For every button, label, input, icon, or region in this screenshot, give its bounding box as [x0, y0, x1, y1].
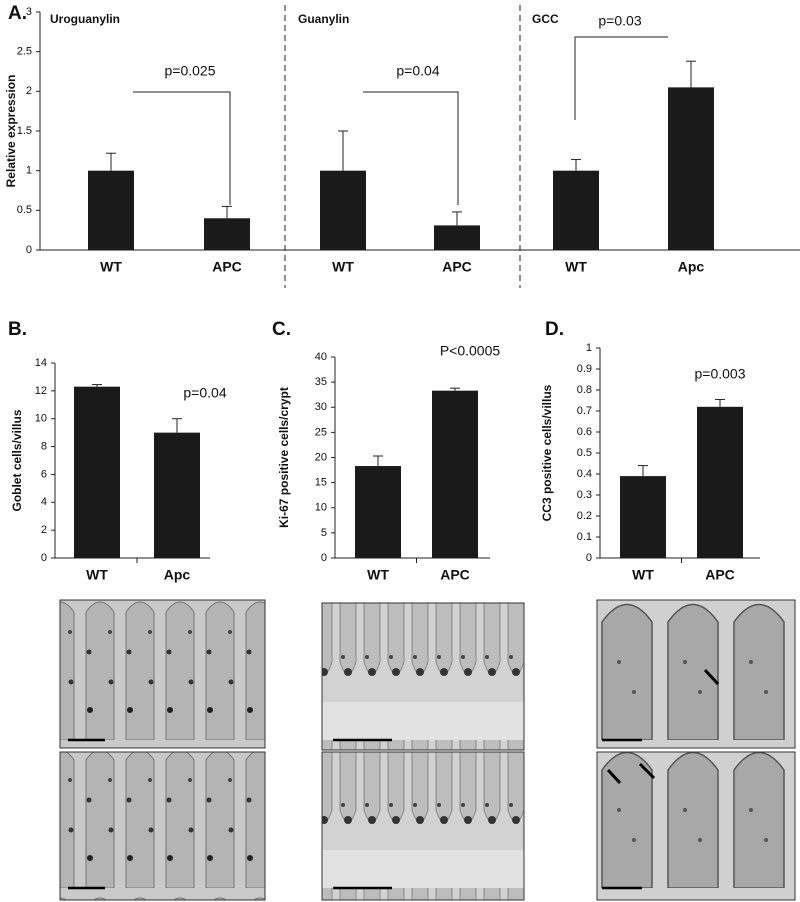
x-tick-label: WT: [632, 567, 654, 583]
bracket: [363, 91, 459, 205]
micrograph: [596, 599, 796, 749]
y-tick-label: 20: [315, 451, 327, 463]
y-tick-label: 0.8: [577, 384, 592, 396]
micrograph: [59, 599, 266, 749]
group-title: Uroguanylin: [50, 12, 120, 26]
micrographs: [59, 599, 796, 901]
x-tick-label: WT: [367, 567, 389, 583]
x-tick-label: APC: [212, 259, 242, 275]
bar: [74, 386, 120, 558]
y-tick-label: 40: [315, 351, 327, 363]
y-tick-label: 2.5: [17, 46, 32, 58]
y-tick-label: 0: [26, 244, 32, 256]
x-tick-label: Apc: [678, 259, 705, 275]
y-axis-label: CC3 positive cells/villus: [540, 384, 554, 521]
panel-a-separators: [284, 5, 521, 288]
y-tick-label: 2: [26, 85, 32, 97]
y-tick-label: 2: [41, 524, 47, 536]
panel-label: C.: [272, 319, 291, 340]
bar: [320, 170, 366, 250]
y-tick-label: 6: [41, 468, 47, 480]
panel-label: D.: [545, 319, 564, 340]
annotation: p=0.04: [183, 385, 226, 401]
annotation: p=0.04: [396, 63, 439, 79]
y-tick-label: 1.5: [17, 125, 32, 137]
y-tick-label: 0: [586, 552, 592, 564]
x-tick-label: APC: [442, 259, 472, 275]
annotation: p=0.03: [598, 13, 641, 29]
y-axis-label: Relative expression: [4, 75, 18, 188]
arrow: [606, 768, 622, 785]
y-tick-label: 14: [35, 357, 47, 369]
y-tick-label: 0.2: [577, 510, 592, 522]
y-tick-label: 3: [26, 6, 32, 18]
y-axis-label: Goblet cells/villus: [10, 409, 24, 511]
bar: [355, 466, 401, 558]
micrograph: [596, 751, 796, 901]
y-tick-label: 10: [35, 413, 47, 425]
bar: [668, 87, 714, 250]
y-tick-label: 8: [41, 440, 47, 452]
y-tick-label: 0.5: [17, 204, 32, 216]
arrow: [703, 668, 720, 686]
arrow: [638, 762, 656, 780]
bar: [432, 390, 478, 558]
y-tick-label: 0.1: [577, 531, 592, 543]
y-tick-label: 10: [315, 502, 327, 514]
y-tick-label: 4: [41, 496, 47, 508]
y-tick-label: 0.4: [577, 468, 592, 480]
bar: [204, 218, 250, 250]
bar: [620, 476, 666, 558]
x-tick-label: APC: [705, 567, 735, 583]
y-tick-label: 12: [35, 385, 47, 397]
x-tick-label: Apc: [164, 567, 191, 583]
bar: [697, 406, 743, 558]
annotation: P<0.0005: [440, 343, 501, 359]
x-tick-label: WT: [86, 567, 108, 583]
panel-label: A.: [8, 3, 27, 24]
x-tick-label: WT: [100, 259, 122, 275]
bar: [154, 432, 200, 558]
group-title: Guanylin: [298, 12, 349, 26]
annotation: p=0.003: [695, 366, 746, 382]
y-tick-label: 0.6: [577, 426, 592, 438]
y-tick-label: 1: [26, 165, 32, 177]
panel-label: B.: [8, 319, 27, 340]
micrograph: [321, 751, 525, 901]
y-tick-label: 15: [315, 477, 327, 489]
arrows: [606, 668, 720, 785]
y-axis-label: Ki-67 positive cells/crypt: [277, 387, 291, 528]
y-tick-label: 0: [321, 552, 327, 564]
y-tick-label: 0: [41, 552, 47, 564]
scale-bars: [68, 738, 642, 890]
bar: [88, 170, 134, 250]
micrograph: [321, 602, 525, 751]
y-tick-label: 0.5: [577, 447, 592, 459]
bracket: [133, 91, 231, 205]
significance-brackets: [133, 36, 668, 205]
bar: [553, 170, 599, 250]
x-tick-label: WT: [565, 259, 587, 275]
y-tick-label: 0.7: [577, 405, 592, 417]
y-tick-label: 25: [315, 426, 327, 438]
bracket: [574, 36, 668, 120]
y-tick-label: 30: [315, 401, 327, 413]
bar: [434, 225, 480, 250]
x-tick-label: WT: [332, 259, 354, 275]
group-title: GCC: [532, 12, 559, 26]
x-tick-label: APC: [440, 567, 470, 583]
y-tick-label: 0.3: [577, 489, 592, 501]
y-tick-label: 0.9: [577, 363, 592, 375]
y-tick-label: 1: [586, 342, 592, 354]
y-tick-label: 5: [321, 527, 327, 539]
micrograph: [59, 751, 266, 901]
y-tick-label: 35: [315, 376, 327, 388]
annotation: p=0.025: [165, 63, 216, 79]
